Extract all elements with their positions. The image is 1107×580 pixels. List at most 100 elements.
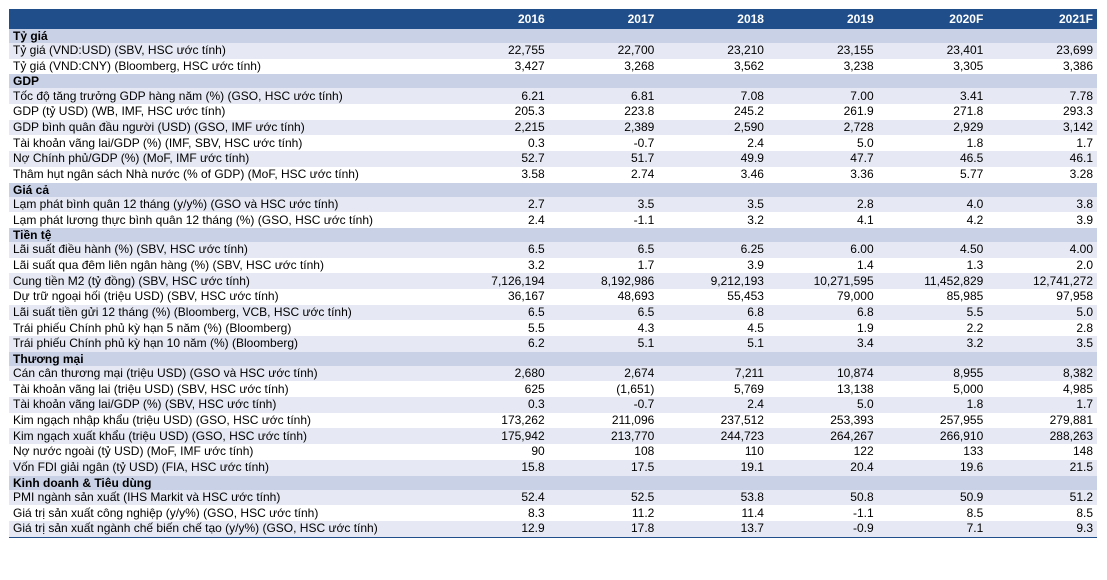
- row-value-cell: 6.8: [658, 304, 768, 321]
- row-value-cell: 3,305: [877, 58, 988, 75]
- row-value-cell: 253,393: [767, 412, 878, 429]
- row-label: Cung tiền M2 (tỷ đồng) (SBV, HSC ước tín…: [9, 273, 440, 289]
- row-label: Lãi suất điều hành (%) (SBV, HSC ước tín…: [9, 241, 440, 258]
- row-value-cell: 205.3: [439, 104, 549, 120]
- row-label: Trái phiếu Chính phủ kỳ hạn 5 năm (%) (B…: [9, 320, 440, 336]
- row-value-cell: 6.81: [548, 88, 659, 105]
- table-row: PMI ngành sản xuất (IHS Markit và HSC ướ…: [9, 489, 1097, 506]
- row-value-cell: 5.5: [877, 304, 988, 321]
- row-value-cell: 211,096: [548, 412, 659, 429]
- row-value-cell: 2,674: [548, 365, 659, 382]
- row-value-cell: 7,211: [658, 365, 768, 382]
- row-label: Lãi suất tiền gửi 12 tháng (%) (Bloomber…: [9, 304, 440, 321]
- macro-table-container: 2016 2017 2018 2019 2020F 2021F Tỷ giá Tỷ…: [9, 9, 1097, 538]
- row-value-cell: 2,389: [548, 119, 659, 136]
- table-row: Kim ngạch xuất khẩu (triệu USD) (GSO, HS…: [9, 428, 1097, 445]
- row-value-cell: 108: [548, 444, 659, 460]
- row-value-cell: 6.5: [548, 304, 659, 321]
- row-value-cell: 3.5: [987, 336, 1097, 352]
- table-row: Lạm phát lương thực bình quân 12 tháng (…: [9, 212, 1097, 228]
- row-value-cell: 1.7: [548, 257, 659, 274]
- row-value-cell: 2.7: [439, 196, 549, 213]
- row-value-cell: 8,382: [987, 365, 1097, 382]
- section-title: Tỷ giá: [9, 29, 1097, 43]
- row-value-cell: 50.8: [767, 489, 878, 506]
- row-label: PMI ngành sản xuất (IHS Markit và HSC ướ…: [9, 489, 440, 506]
- row-label: Lạm phát bình quân 12 tháng (y/y%) (GSO …: [9, 196, 440, 213]
- row-value-cell: 8,192,986: [548, 273, 659, 289]
- row-label: Lãi suất qua đêm liên ngân hàng (%) (SBV…: [9, 257, 440, 274]
- row-value-cell: 53.8: [658, 489, 768, 506]
- table-row: Nợ nước ngoài (tỷ USD) (MoF, IMF ước tín…: [9, 444, 1097, 460]
- row-value-cell: 6.5: [439, 241, 549, 258]
- table-row: Tốc độ tăng trưởng GDP hàng năm (%) (GSO…: [9, 88, 1097, 105]
- row-value-cell: 110: [658, 444, 768, 460]
- table-row: Dự trữ ngoại hối (triệu USD) (SBV, HSC ư…: [9, 288, 1097, 305]
- row-value-cell: 293.3: [987, 104, 1097, 120]
- row-value-cell: 22,755: [439, 43, 549, 59]
- header-year-2016: 2016: [439, 9, 549, 29]
- row-value-cell: 97,958: [987, 288, 1097, 305]
- table-row: Trái phiếu Chính phủ kỳ hạn 5 năm (%) (B…: [9, 320, 1097, 336]
- row-value-cell: 3,562: [658, 58, 768, 75]
- row-value-cell: 4.1: [767, 212, 878, 228]
- table-row: Cán cân thương mại (triệu USD) (GSO và H…: [9, 365, 1097, 382]
- row-value-cell: -0.9: [767, 520, 878, 538]
- row-value-cell: 3.9: [658, 257, 768, 274]
- row-value-cell: 12,741,272: [987, 273, 1097, 289]
- row-value-cell: 2,728: [767, 119, 878, 136]
- row-value-cell: 148: [987, 444, 1097, 460]
- row-value-cell: 3,142: [987, 119, 1097, 136]
- row-value-cell: 46.1: [987, 151, 1097, 167]
- row-value-cell: 3.2: [877, 336, 988, 352]
- row-value-cell: 13,138: [767, 381, 878, 398]
- row-value-cell: 264,267: [767, 428, 878, 445]
- row-label: Dự trữ ngoại hối (triệu USD) (SBV, HSC ư…: [9, 288, 440, 305]
- table-row: Cung tiền M2 (tỷ đồng) (SBV, HSC ước tín…: [9, 273, 1097, 289]
- row-value-cell: 2,215: [439, 119, 549, 136]
- row-value-cell: 50.9: [877, 489, 988, 506]
- row-value-cell: 279,881: [987, 412, 1097, 429]
- row-label: GDP (tỷ USD) (WB, IMF, HSC ước tính): [9, 104, 440, 120]
- row-value-cell: 36,167: [439, 288, 549, 305]
- row-value-cell: 8.3: [439, 505, 549, 521]
- row-value-cell: 49.9: [658, 151, 768, 167]
- row-value-cell: 7.1: [877, 520, 988, 538]
- row-value-cell: 1.7: [987, 135, 1097, 152]
- row-value-cell: 223.8: [548, 104, 659, 120]
- row-value-cell: 3,268: [548, 58, 659, 75]
- row-value-cell: 17.8: [548, 520, 659, 538]
- row-value-cell: 19.1: [658, 459, 768, 476]
- row-value-cell: 12.9: [439, 520, 549, 538]
- row-label: Giá trị sản xuất ngành chế biến chế tạo …: [9, 520, 440, 538]
- table-row: Tài khoản vãng lai/GDP (%) (SBV, HSC ước…: [9, 397, 1097, 413]
- row-value-cell: 5.1: [548, 336, 659, 352]
- row-value-cell: 51.7: [548, 151, 659, 167]
- row-value-cell: 3.46: [658, 166, 768, 183]
- row-value-cell: 3.41: [877, 88, 988, 105]
- row-value-cell: 48,693: [548, 288, 659, 305]
- row-value-cell: 11.2: [548, 505, 659, 521]
- row-value-cell: 2.4: [658, 135, 768, 152]
- row-value-cell: 6.8: [767, 304, 878, 321]
- table-header-row: 2016 2017 2018 2019 2020F 2021F: [9, 9, 1097, 29]
- row-value-cell: 3,238: [767, 58, 878, 75]
- row-value-cell: 245.2: [658, 104, 768, 120]
- row-value-cell: 4.0: [877, 196, 988, 213]
- table-row: Lãi suất qua đêm liên ngân hàng (%) (SBV…: [9, 257, 1097, 274]
- row-value-cell: 1.3: [877, 257, 988, 274]
- row-value-cell: 52.4: [439, 489, 549, 506]
- row-value-cell: 5.1: [658, 336, 768, 352]
- row-value-cell: 10,271,595: [767, 273, 878, 289]
- section-title: Giá cả: [9, 182, 1097, 197]
- header-year-2017: 2017: [548, 9, 659, 29]
- row-value-cell: 6.2: [439, 336, 549, 352]
- row-value-cell: 55,453: [658, 288, 768, 305]
- row-value-cell: 3,427: [439, 58, 549, 75]
- row-label: Nợ Chính phủ/GDP (%) (MoF, IMF ước tính): [9, 151, 440, 167]
- row-value-cell: 1.4: [767, 257, 878, 274]
- row-value-cell: 1.7: [987, 397, 1097, 413]
- row-value-cell: 4.3: [548, 320, 659, 336]
- section-header-row: Thương mại: [9, 351, 1097, 366]
- row-value-cell: 133: [877, 444, 988, 460]
